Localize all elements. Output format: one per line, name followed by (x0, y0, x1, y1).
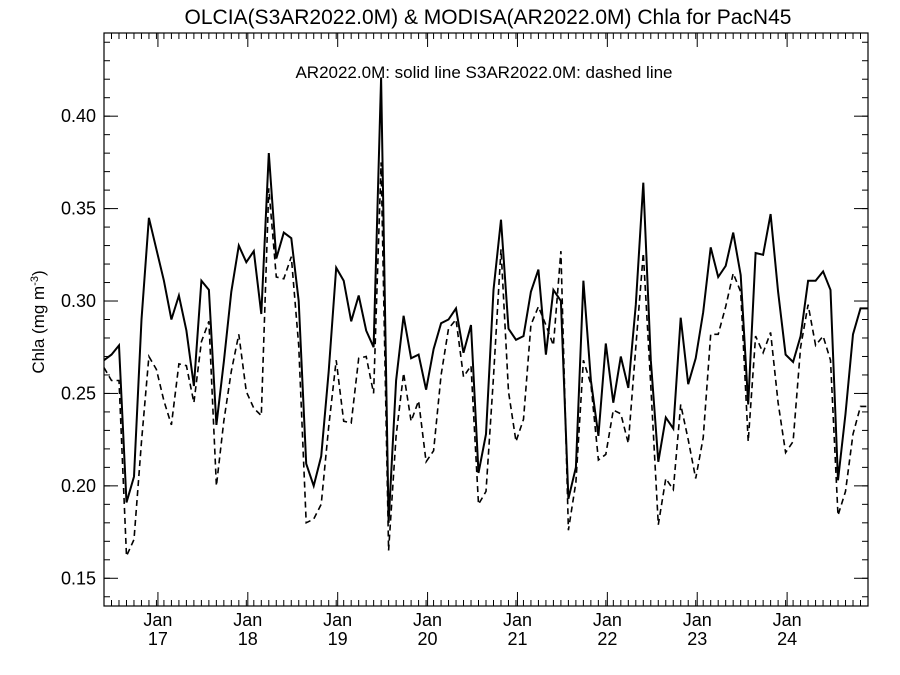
x-tick-label-year: 23 (687, 629, 707, 649)
series-line-1 (103, 162, 868, 557)
x-tick-label-month: Jan (233, 610, 262, 630)
x-tick-label-year: 20 (418, 629, 438, 649)
x-tick-label-month: Jan (323, 610, 352, 630)
x-tick-label-month: Jan (683, 610, 712, 630)
x-tick-label-month: Jan (143, 610, 172, 630)
y-axis-label: Chla (mg m-3) (29, 270, 48, 373)
x-tick-label-year: 24 (777, 629, 797, 649)
x-tick-label-year: 19 (328, 629, 348, 649)
x-tick-label-month: Jan (773, 610, 802, 630)
axes (103, 32, 869, 607)
series-line-0 (103, 77, 868, 523)
y-axis-label-text: Chla (mg m (29, 286, 48, 374)
x-tick-label-year: 22 (597, 629, 617, 649)
y-tick-label: 0.25 (61, 383, 96, 403)
x-tick-label-month: Jan (503, 610, 532, 630)
plot-area (103, 77, 868, 557)
plot-frame (103, 32, 869, 607)
y-tick-label: 0.40 (61, 106, 96, 126)
y-axis-label-close: ) (29, 270, 48, 276)
y-tick-label: 0.20 (61, 476, 96, 496)
y-tick-label: 0.15 (61, 568, 96, 588)
x-tick-label-year: 18 (238, 629, 258, 649)
x-tick-label-month: Jan (413, 610, 442, 630)
chart-title: OLCIA(S3AR2022.0M) & MODISA(AR2022.0M) C… (185, 6, 792, 29)
legend-annotation: AR2022.0M: solid line S3AR2022.0M: dashe… (295, 63, 672, 82)
x-tick-label-year: 17 (148, 629, 168, 649)
y-axis-ticks: 0.15 0.20 0.25 0.30 0.35 0.40 (61, 41, 868, 598)
x-tick-label-month: Jan (593, 610, 622, 630)
y-axis-label-superscript: -3 (29, 276, 41, 286)
y-tick-label: 0.35 (61, 199, 96, 219)
x-tick-label-year: 21 (507, 629, 527, 649)
y-tick-label: 0.30 (61, 291, 96, 311)
